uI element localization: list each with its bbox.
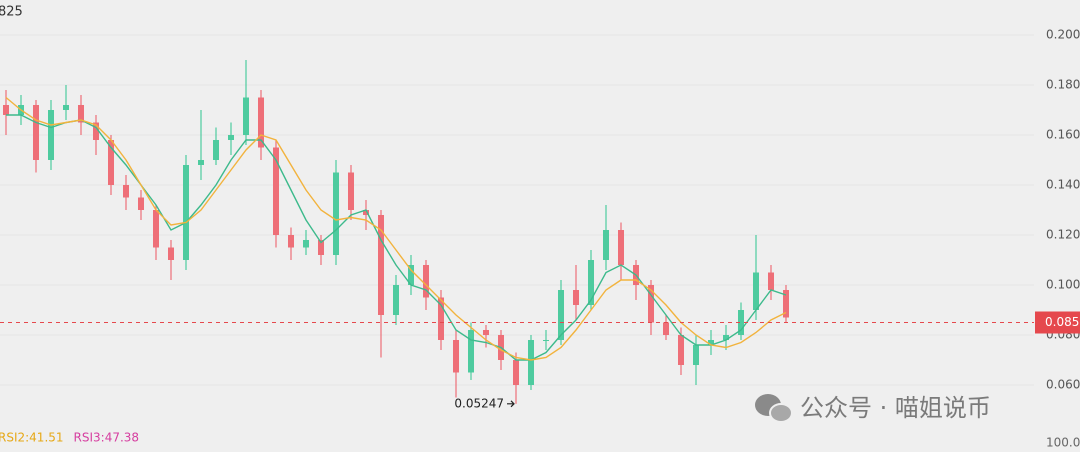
last-price-box [1035,311,1080,334]
candle-body [318,240,324,255]
candle-body [243,97,249,135]
candle-body [333,172,339,255]
y-tick-label: 0.060 [1046,378,1080,392]
candle-body [663,322,669,335]
candle-body [93,122,99,140]
candle-body [408,265,414,285]
candle-body [78,105,84,123]
candle-body [378,215,384,315]
candle-body [543,340,549,341]
rsi-axis-label: 100.0 [1046,436,1080,450]
candle-body [423,265,429,298]
y-tick-label: 0.200 [1046,28,1080,42]
candle-body [303,240,309,248]
candle-body [183,165,189,260]
candle-body [393,285,399,315]
y-tick-label: 0.180 [1046,78,1080,92]
candle-body [678,335,684,365]
ma-line [6,114,787,361]
candle-body [528,340,534,385]
y-tick-label: 0.160 [1046,128,1080,142]
candle-body [348,172,354,210]
last-price-label: 0.085 [1045,315,1079,329]
watermark-text: 公众号 · 喵姐说币 [800,394,991,422]
indicator-label: RSI3:47.38 [74,431,140,445]
candle-body [438,297,444,340]
wechat-icon [769,403,793,423]
candle-body [588,260,594,305]
candle-body [288,235,294,248]
candle-body [453,340,459,373]
candle-body [618,230,624,265]
candle-body [468,330,474,373]
candle-body [213,140,219,160]
candle-body [228,135,234,140]
candle-body [168,247,174,260]
candle-body [138,197,144,210]
candle-body [693,345,699,365]
candle-body [558,290,564,340]
candle-body [513,360,519,385]
candle-body [648,285,654,323]
candle-body [768,272,774,290]
low-annotation: 0.05247 [454,396,504,410]
candle-body [153,210,159,248]
ma-line [5,96,787,361]
candle-body [123,185,129,198]
candle-body [48,110,54,160]
candle-body [723,335,729,340]
candle-body [198,160,204,165]
y-tick-label: 0.100 [1046,278,1080,292]
candle-body [573,290,579,305]
legend-fragment: 825 [0,5,23,20]
candle-body [753,272,759,310]
candle-body [738,310,744,335]
candle-body [273,147,279,235]
candle-body [33,105,39,160]
candle-body [708,340,714,345]
watermark: 公众号 · 喵姐说币 [755,394,991,423]
candle-body [603,230,609,260]
y-tick-label: 0.140 [1046,178,1080,192]
indicator-label: RSI2:41.51 [0,431,64,445]
candle-body [483,330,489,335]
candle-body [63,105,69,110]
candle-body [783,290,789,318]
candle-body [363,210,369,215]
candle-body [3,105,9,115]
annotation-arrow [507,400,515,408]
candle-body [108,140,114,185]
candle-body [258,97,264,148]
y-tick-label: 0.120 [1046,228,1080,242]
